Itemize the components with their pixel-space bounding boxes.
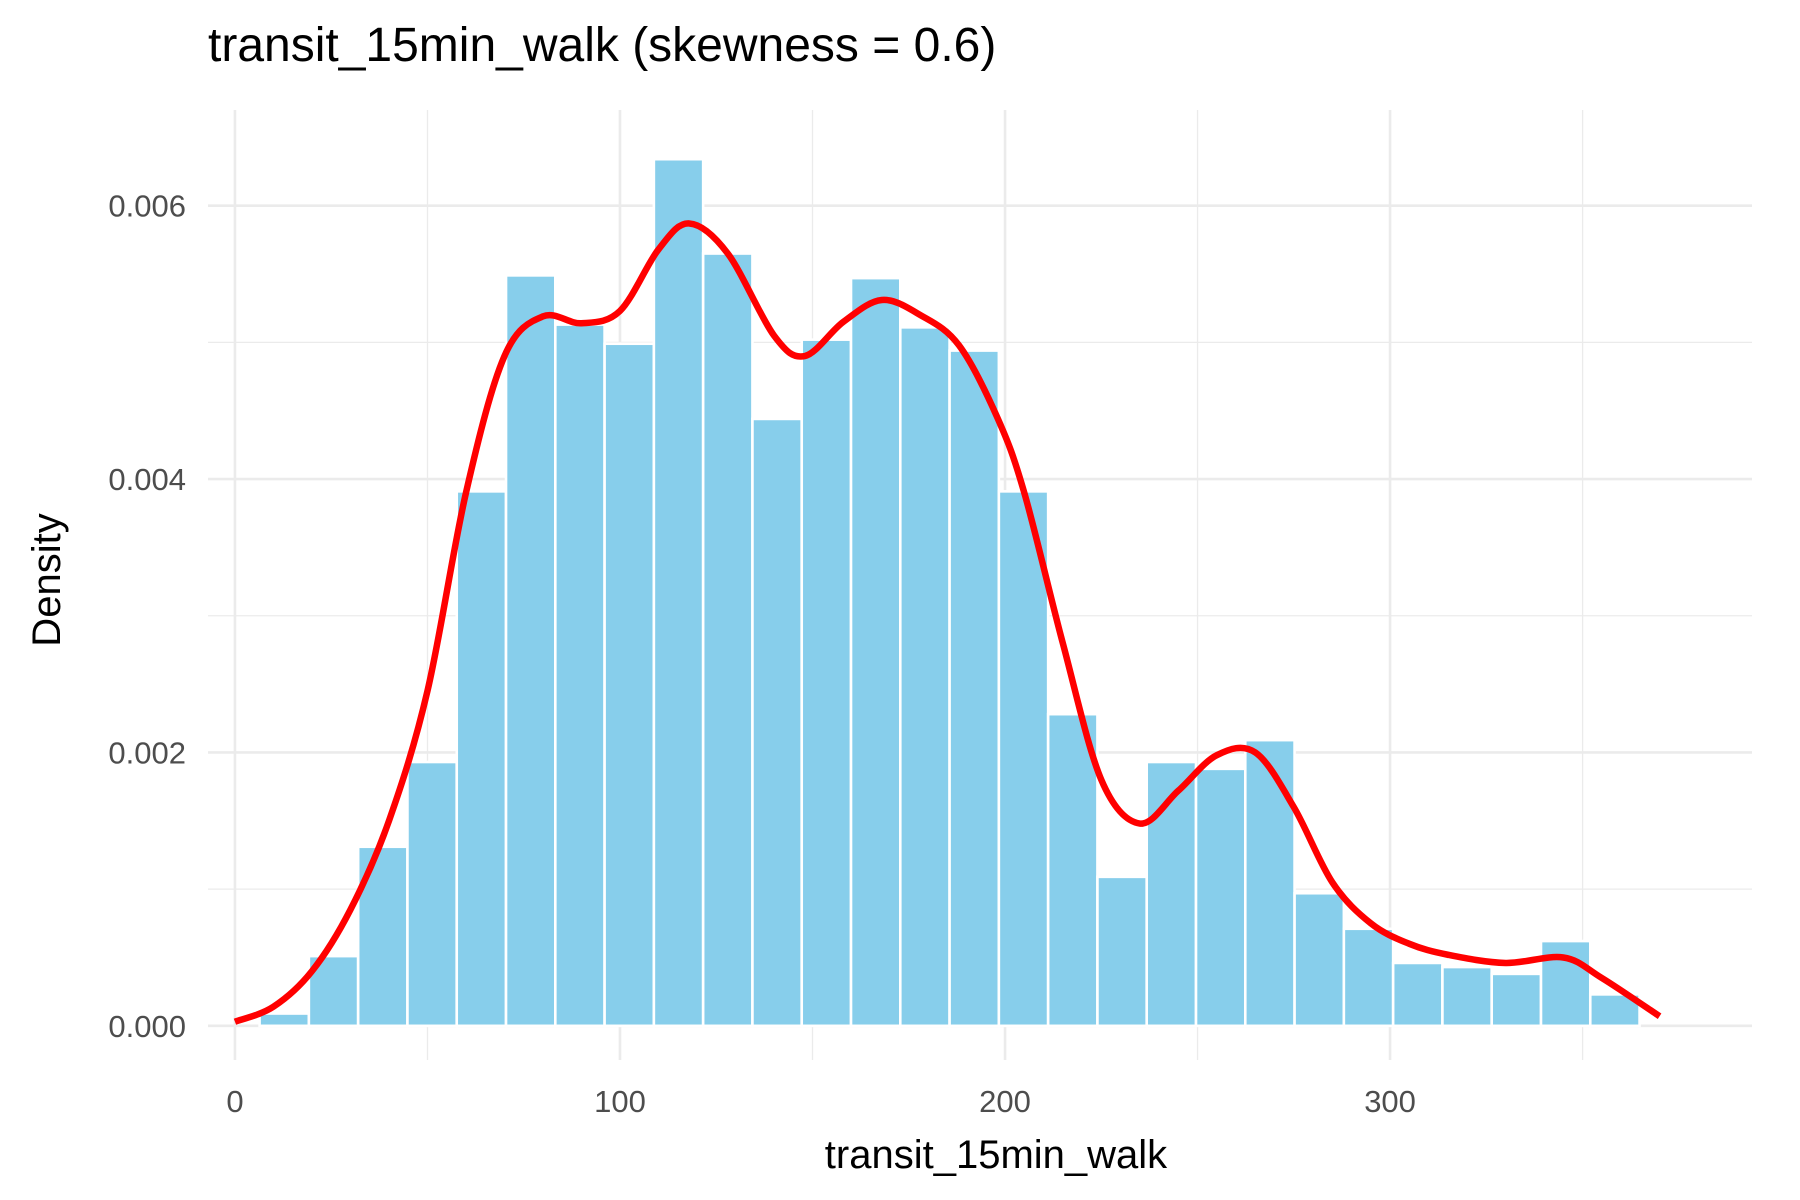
- x-tick-label: 100: [594, 1084, 646, 1119]
- axis-tick-labels: 0 100 200 300 0.000 0.002 0.004 0.006: [108, 189, 1416, 1119]
- histogram-bar: [652, 157, 705, 1028]
- histogram-bar: [1243, 738, 1296, 1028]
- histogram-bars: [258, 157, 1641, 1028]
- x-tick-label: 200: [979, 1084, 1031, 1119]
- histogram-bar: [1194, 767, 1247, 1028]
- histogram-bar: [603, 342, 656, 1028]
- histogram-bar: [849, 276, 902, 1028]
- histogram-bar: [1441, 965, 1494, 1028]
- x-tick-label: 0: [226, 1084, 243, 1119]
- histogram-bar: [1342, 927, 1395, 1028]
- y-axis-title: Density: [25, 513, 69, 646]
- histogram-bar: [1096, 875, 1149, 1028]
- y-tick-label: 0.000: [108, 1009, 186, 1044]
- chart-title: transit_15min_walk (skewness = 0.6): [208, 19, 997, 72]
- histogram-bar: [898, 326, 951, 1028]
- density-curve: [233, 220, 1662, 1025]
- histogram-bar: [1539, 939, 1592, 1028]
- y-tick-label: 0.004: [108, 462, 186, 497]
- x-axis-title: transit_15min_walk: [825, 1133, 1168, 1177]
- histogram-bar: [997, 490, 1050, 1028]
- histogram-bar: [554, 323, 606, 1028]
- histogram-bar: [701, 252, 754, 1028]
- histogram-bar: [1293, 891, 1346, 1028]
- histogram-bar: [356, 845, 409, 1028]
- histogram-bar: [948, 349, 1001, 1028]
- histogram-bar: [1391, 961, 1444, 1028]
- histogram-bar: [258, 1012, 311, 1028]
- histogram-bar: [800, 338, 853, 1028]
- density-curve-group: [233, 220, 1662, 1025]
- histogram-bar: [455, 490, 508, 1028]
- histogram-bar: [406, 760, 459, 1028]
- x-tick-label: 300: [1364, 1084, 1416, 1119]
- histogram-bar: [751, 417, 804, 1028]
- y-tick-label: 0.002: [108, 735, 186, 770]
- histogram-bar: [1490, 972, 1543, 1028]
- histogram-bar: [504, 274, 557, 1028]
- y-tick-label: 0.006: [108, 189, 186, 224]
- histogram-bar: [1046, 712, 1099, 1028]
